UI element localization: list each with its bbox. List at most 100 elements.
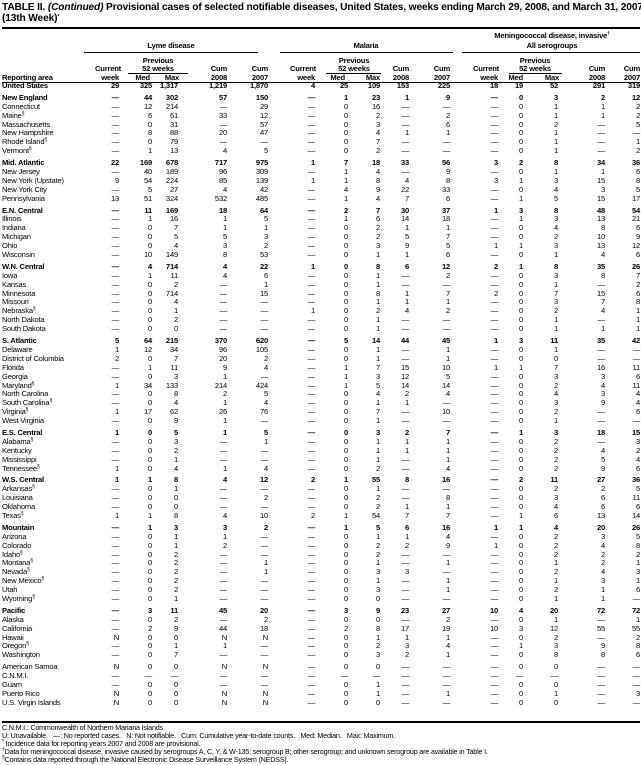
- area-name: Wisconsin: [2, 250, 35, 260]
- reporting-area: Nebraska§: [2, 306, 100, 316]
- cell-value: 9: [445, 92, 450, 102]
- table-row: Delaware 1 12 34 96 105 — 0 1 — 1 — 0 1 — —: [2, 344, 641, 355]
- cell-value: 8: [600, 650, 605, 660]
- cell-value: 1: [600, 101, 605, 111]
- cell-value: 8: [375, 175, 380, 185]
- cell-value: 4: [553, 502, 558, 512]
- area-name: E.N. Central: [2, 205, 43, 215]
- cell-value: —: [597, 137, 606, 147]
- cell-value: 1: [222, 427, 227, 437]
- cell-value: 169: [139, 158, 152, 168]
- cell-value: 2: [553, 484, 558, 494]
- cell-value: 1: [222, 641, 227, 651]
- cell-value: 1: [173, 531, 178, 541]
- cell-value: —: [490, 671, 499, 681]
- cell-value: —: [442, 593, 451, 603]
- table-row: Georgia — 0 3 1 — — 1 3 12 5 — 0 3 3 6: [2, 371, 641, 382]
- table-row: North Dakota — 0 2 — — — 0 1 — — — 0 1 — 1: [2, 315, 641, 325]
- cell-value: —: [307, 484, 316, 494]
- cell-value: —: [111, 101, 120, 111]
- cell-value: 975: [255, 158, 268, 168]
- cell-value: —: [111, 324, 120, 334]
- cell-value: 12: [400, 371, 409, 381]
- cell-value: 2: [445, 110, 450, 120]
- lyme-2007-h: 2007: [251, 73, 268, 82]
- cell-value: —: [597, 416, 606, 426]
- cell-value: 2: [635, 101, 640, 111]
- cell-value: 1: [445, 585, 450, 595]
- cell-value: 2: [600, 558, 605, 568]
- cell-value: —: [307, 540, 316, 550]
- cell-value: 9: [404, 241, 409, 251]
- cell-value: 9: [600, 463, 605, 473]
- cell-value: 1: [553, 688, 558, 698]
- cell-value: 29: [259, 101, 268, 111]
- cell-value: 1: [635, 576, 640, 586]
- lyme-2008-h: 2008: [210, 73, 227, 82]
- cell-value: 7: [375, 137, 380, 147]
- reporting-area: Guam: [2, 680, 100, 690]
- continued-label: (Continued): [47, 2, 104, 13]
- cell-value: 72: [596, 605, 605, 615]
- cell-value: 1: [635, 324, 640, 334]
- cell-value: —: [490, 214, 499, 224]
- cell-value: 76: [259, 407, 268, 417]
- cell-value: 4: [263, 362, 268, 372]
- cell-value: —: [632, 662, 641, 672]
- cell-value: —: [490, 250, 499, 260]
- cell-value: 5: [600, 454, 605, 464]
- cell-value: 0: [343, 288, 348, 298]
- lyme-med-h: Med: [135, 73, 150, 82]
- cell-value: —: [260, 671, 269, 681]
- cell-value: —: [111, 558, 120, 568]
- cell-value: 1: [343, 214, 348, 224]
- cell-value: —: [260, 371, 269, 381]
- cell-value: —: [260, 297, 269, 307]
- footnote-mark: §: [21, 110, 25, 117]
- cell-value: 0: [147, 398, 152, 408]
- cell-value: —: [219, 614, 228, 624]
- cell-value: —: [597, 344, 606, 354]
- cell-value: 0: [518, 531, 523, 541]
- cell-value: 3: [518, 205, 523, 215]
- cell-value: 1: [518, 522, 523, 532]
- cell-value: 4: [404, 306, 409, 316]
- area-name: S. Atlantic: [2, 336, 37, 346]
- table-row: Hawaii N 0 0 N N — 0 1 1 1 — 0 2 — 2: [2, 633, 641, 643]
- cell-value: 0: [343, 250, 348, 260]
- cell-value: —: [219, 306, 228, 316]
- cell-value: 4: [375, 128, 380, 138]
- cell-value: 1: [222, 398, 227, 408]
- cell-value: N: [221, 697, 227, 707]
- cell-value: 0: [518, 416, 523, 426]
- cell-value: 0: [343, 261, 348, 271]
- reporting-area: Michigan: [2, 232, 100, 242]
- cell-value: —: [490, 128, 499, 138]
- cell-value: —: [490, 167, 499, 177]
- cell-value: —: [111, 576, 120, 586]
- cell-value: 1: [263, 279, 268, 289]
- cell-value: 0: [147, 650, 152, 660]
- cell-value: 1: [445, 688, 450, 698]
- cell-value: 8: [375, 288, 380, 298]
- cell-value: 0: [518, 306, 523, 316]
- cell-value: 6: [635, 585, 640, 595]
- cell-value: —: [442, 279, 451, 289]
- cell-value: 0: [518, 270, 523, 280]
- cell-value: —: [490, 184, 499, 194]
- cell-value: 2: [375, 549, 380, 559]
- cell-value: 6: [635, 288, 640, 298]
- cell-value: —: [401, 680, 410, 689]
- cell-value: 13: [169, 146, 178, 156]
- cell-value: 12: [631, 241, 640, 251]
- cell-value: 1: [600, 167, 605, 177]
- area-name: Georgia: [2, 371, 28, 381]
- cell-value: 0: [375, 697, 380, 707]
- cell-value: —: [401, 484, 410, 494]
- cell-value: 53: [259, 250, 268, 260]
- cell-value: —: [490, 641, 499, 651]
- cell-value: 15: [400, 362, 409, 372]
- cell-value: —: [111, 223, 120, 233]
- cell-value: 6: [600, 502, 605, 512]
- cell-value: 5: [635, 119, 640, 129]
